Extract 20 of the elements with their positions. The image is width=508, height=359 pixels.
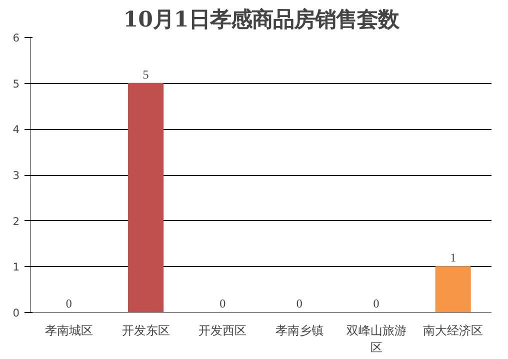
data-label: 0 xyxy=(220,296,226,310)
x-tick-label: 南大经济区 xyxy=(423,324,484,338)
y-tick-label: 2 xyxy=(12,214,20,228)
data-label: 0 xyxy=(373,296,380,310)
y-tick-label: 5 xyxy=(12,77,20,90)
data-label: 0 xyxy=(296,296,302,310)
x-tick-label: 开发东区 xyxy=(122,324,170,338)
y-tick-label: 1 xyxy=(12,260,20,274)
y-tick-label: 3 xyxy=(12,169,20,182)
data-label: 5 xyxy=(142,67,149,82)
y-tick-label: 6 xyxy=(12,32,20,44)
x-tick-label: 孝南城区 xyxy=(44,324,93,338)
x-tick-label: 双峰山旅游区 xyxy=(346,324,406,354)
chart-title: 10月1日孝感商品房销售套数 xyxy=(123,8,400,32)
data-label: 1 xyxy=(450,250,456,265)
y-tick-label: 0 xyxy=(12,306,20,320)
x-tick-label: 开发西区 xyxy=(198,324,247,338)
data-label: 0 xyxy=(66,296,72,310)
y-tick-label: 4 xyxy=(12,123,20,136)
x-tick-label: 孝南乡镇 xyxy=(275,324,324,338)
